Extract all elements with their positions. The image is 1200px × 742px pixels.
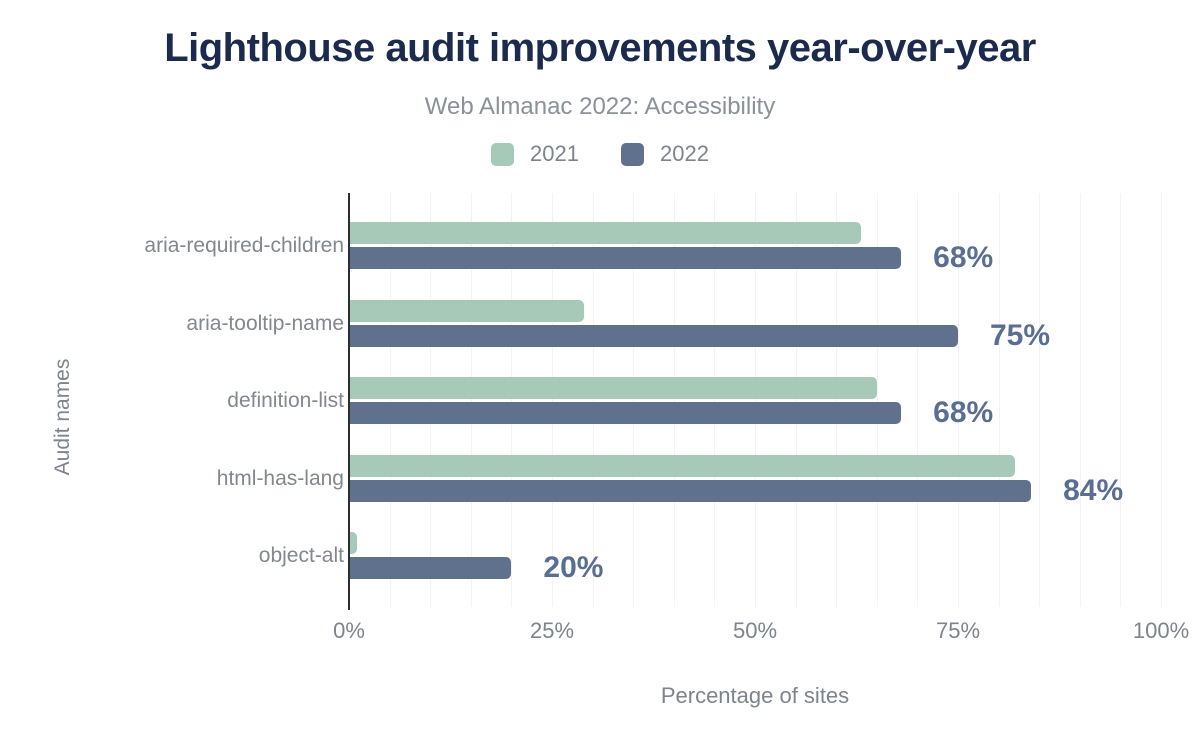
gridline-5 <box>389 193 391 607</box>
gridline-60 <box>836 193 838 607</box>
gridline-100 <box>1161 193 1162 607</box>
legend-swatch-2021 <box>491 142 515 166</box>
gridline-80 <box>998 193 1000 607</box>
gridline-10 <box>430 193 432 607</box>
bar-2022-aria-tooltip-name <box>349 325 958 347</box>
legend-swatch-2022 <box>621 142 644 166</box>
gridline-40 <box>673 193 675 607</box>
x-tick-50%: 50% <box>732 618 778 643</box>
bar-2022-aria-required-children <box>349 247 902 269</box>
y-axis-title: Audit names <box>51 358 74 476</box>
x-tick-0%: 0% <box>333 618 365 643</box>
x-tick-100%: 100% <box>1132 618 1190 643</box>
category-label-definition-list: definition-list <box>227 389 344 412</box>
x-tick-75%: 75% <box>935 618 981 643</box>
bar-2021-html-has-lang <box>349 455 1015 477</box>
gridline-55 <box>795 193 797 607</box>
gridline-70 <box>917 193 919 607</box>
gridline-30 <box>592 193 594 607</box>
bar-2021-object-alt <box>349 532 358 554</box>
bar-2022-html-has-lang <box>349 480 1032 502</box>
y-axis-line <box>348 193 350 610</box>
bar-2022-object-alt <box>349 557 512 579</box>
category-label-aria-required-children: aria-required-children <box>144 234 344 257</box>
bar-2022-definition-list <box>349 402 902 424</box>
data-label-html-has-lang: 84% <box>1063 474 1124 507</box>
x-axis-title: Percentage of sites <box>660 683 850 708</box>
legend-label: 2022 <box>660 141 709 166</box>
category-label-aria-tooltip-name: aria-tooltip-name <box>186 312 344 335</box>
gridline-95 <box>1120 193 1122 607</box>
gridline-50 <box>755 193 756 607</box>
gridline-20 <box>511 193 513 607</box>
gridline-45 <box>714 193 716 607</box>
gridline-65 <box>876 193 878 607</box>
bar-2021-definition-list <box>349 377 877 399</box>
data-label-definition-list: 68% <box>933 396 994 429</box>
legend-item-2021: 2021 <box>491 141 579 167</box>
gridline-25 <box>552 193 553 607</box>
category-label-html-has-lang: html-has-lang <box>216 467 344 490</box>
plot-area: 68% 75% 68% 84% 20% <box>349 193 1162 607</box>
bar-2021-aria-required-children <box>349 222 861 244</box>
bar-2021-aria-tooltip-name <box>349 300 585 322</box>
chart-title: Lighthouse audit improvements year-over-… <box>164 26 1036 70</box>
data-label-aria-tooltip-name: 75% <box>990 319 1051 352</box>
legend-item-2022: 2022 <box>621 141 709 167</box>
gridline-75 <box>958 193 959 607</box>
x-tick-25%: 25% <box>529 618 575 643</box>
data-label-aria-required-children: 68% <box>933 241 994 274</box>
gridline-15 <box>470 193 472 607</box>
legend-label: 2021 <box>530 141 579 166</box>
chart-subtitle: Web Almanac 2022: Accessibility <box>424 93 776 120</box>
gridline-85 <box>1039 193 1041 607</box>
legend: 2021 2022 <box>0 141 1200 167</box>
data-label-object-alt: 20% <box>543 551 604 584</box>
gridline-90 <box>1079 193 1081 607</box>
gridline-35 <box>633 193 635 607</box>
category-label-object-alt: object-alt <box>258 544 344 567</box>
